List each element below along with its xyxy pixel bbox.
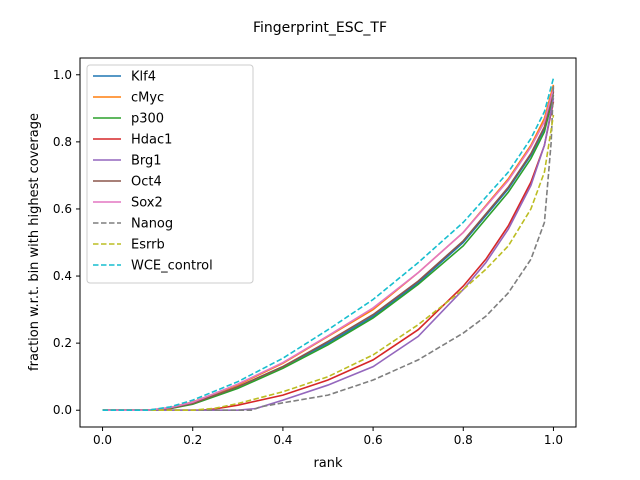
- legend-frame: [86, 64, 254, 284]
- x-tick-label: 0.2: [183, 433, 202, 447]
- legend-label-sox2: Sox2: [131, 196, 163, 211]
- series-line-hdac1: [102, 101, 555, 412]
- plot-area: [102, 77, 555, 412]
- y-tick-label: 0.2: [53, 336, 72, 350]
- y-axis-label: fraction w.r.t. bin with highest coverag…: [27, 113, 42, 371]
- legend: Klf4 cMyc p300 Hdac1 Brg1 Oct4 Sox2 Nanog Esrrb W…: [86, 64, 254, 284]
- x-tick-label: 0.4: [273, 433, 292, 447]
- x-tick-label: 1.0: [544, 433, 563, 447]
- chart-title: Fingerprint_ESC_TF: [253, 20, 387, 36]
- x-tick-label: 0.8: [454, 433, 473, 447]
- legend-label-klf4: Klf4: [131, 70, 156, 85]
- legend-label-brg1: Brg1: [131, 154, 162, 169]
- legend-label-nanog: Nanog: [131, 217, 173, 232]
- axis-ticks: 0.0 0.2 0.4 0.6 0.8 1.0 0.0 0.2 0.4 0.6 0.8 1.0: [53, 68, 563, 447]
- series-line-nanog: [102, 84, 555, 412]
- x-tick-label: 0.0: [93, 433, 112, 447]
- legend-label-esrrb: Esrrb: [131, 238, 165, 253]
- legend-label-wce-control: WCE_control: [131, 259, 213, 274]
- y-tick-label: 0.6: [53, 202, 72, 216]
- legend-label-hdac1: Hdac1: [131, 133, 172, 148]
- legend-label-cmyc: cMyc: [131, 91, 164, 106]
- y-tick-label: 0.8: [53, 135, 72, 149]
- legend-label-oct4: Oct4: [131, 175, 162, 190]
- x-tick-label: 0.6: [364, 433, 383, 447]
- y-tick-label: 0.4: [53, 269, 72, 283]
- y-tick-label: 1.0: [53, 68, 72, 82]
- legend-label-p300: p300: [131, 112, 164, 127]
- y-tick-label: 0.0: [53, 403, 72, 417]
- series-line-esrrb: [102, 114, 555, 412]
- series-line-sox2: [102, 87, 555, 412]
- axes-frame: [79, 57, 577, 428]
- x-axis-label: rank: [313, 456, 343, 471]
